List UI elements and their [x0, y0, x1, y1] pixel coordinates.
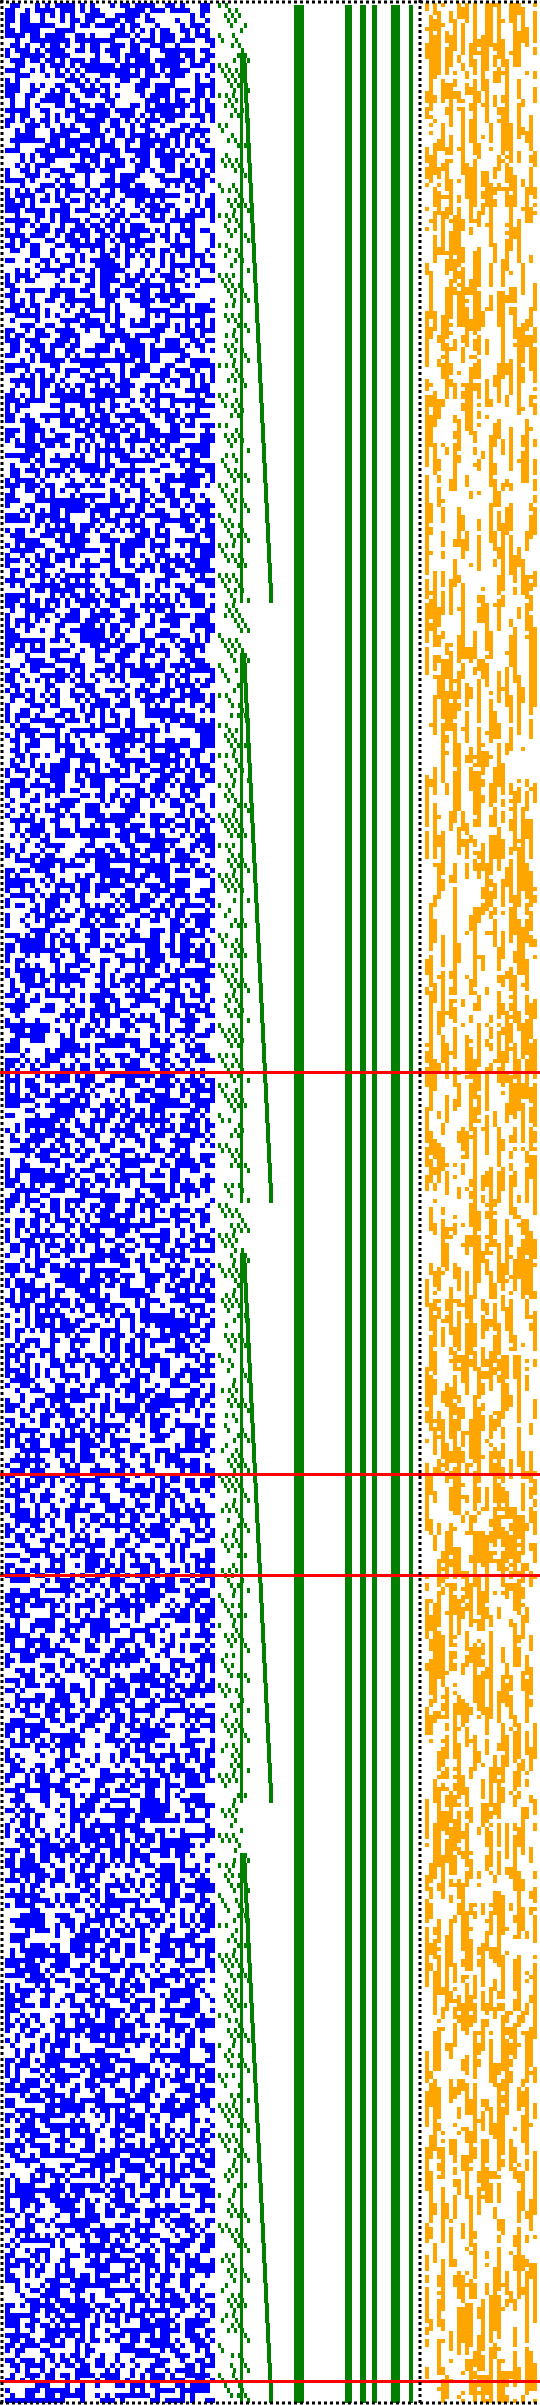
green-vertical-bar-5 [391, 5, 400, 2403]
green-staircase-field [218, 3, 413, 2403]
green-vertical-bar-1 [294, 5, 304, 2403]
green-vertical-bar-2 [345, 5, 352, 2403]
blue-cells [5, 3, 215, 2403]
red-marker-lines [0, 1071, 540, 2383]
blue-noise-field [5, 3, 215, 2403]
green-vertical-bar-6 [409, 5, 413, 2403]
red-line-2 [0, 1473, 540, 1476]
red-line-4 [0, 2380, 540, 2383]
green-staircase-cells [218, 3, 273, 2403]
orange-noise-field [425, 3, 537, 2403]
red-line-1 [0, 1071, 540, 1074]
red-line-3 [0, 1574, 540, 1577]
orange-cells [425, 3, 537, 2403]
green-vertical-bar-4 [372, 5, 377, 2403]
green-vertical-bar-3 [360, 5, 366, 2403]
